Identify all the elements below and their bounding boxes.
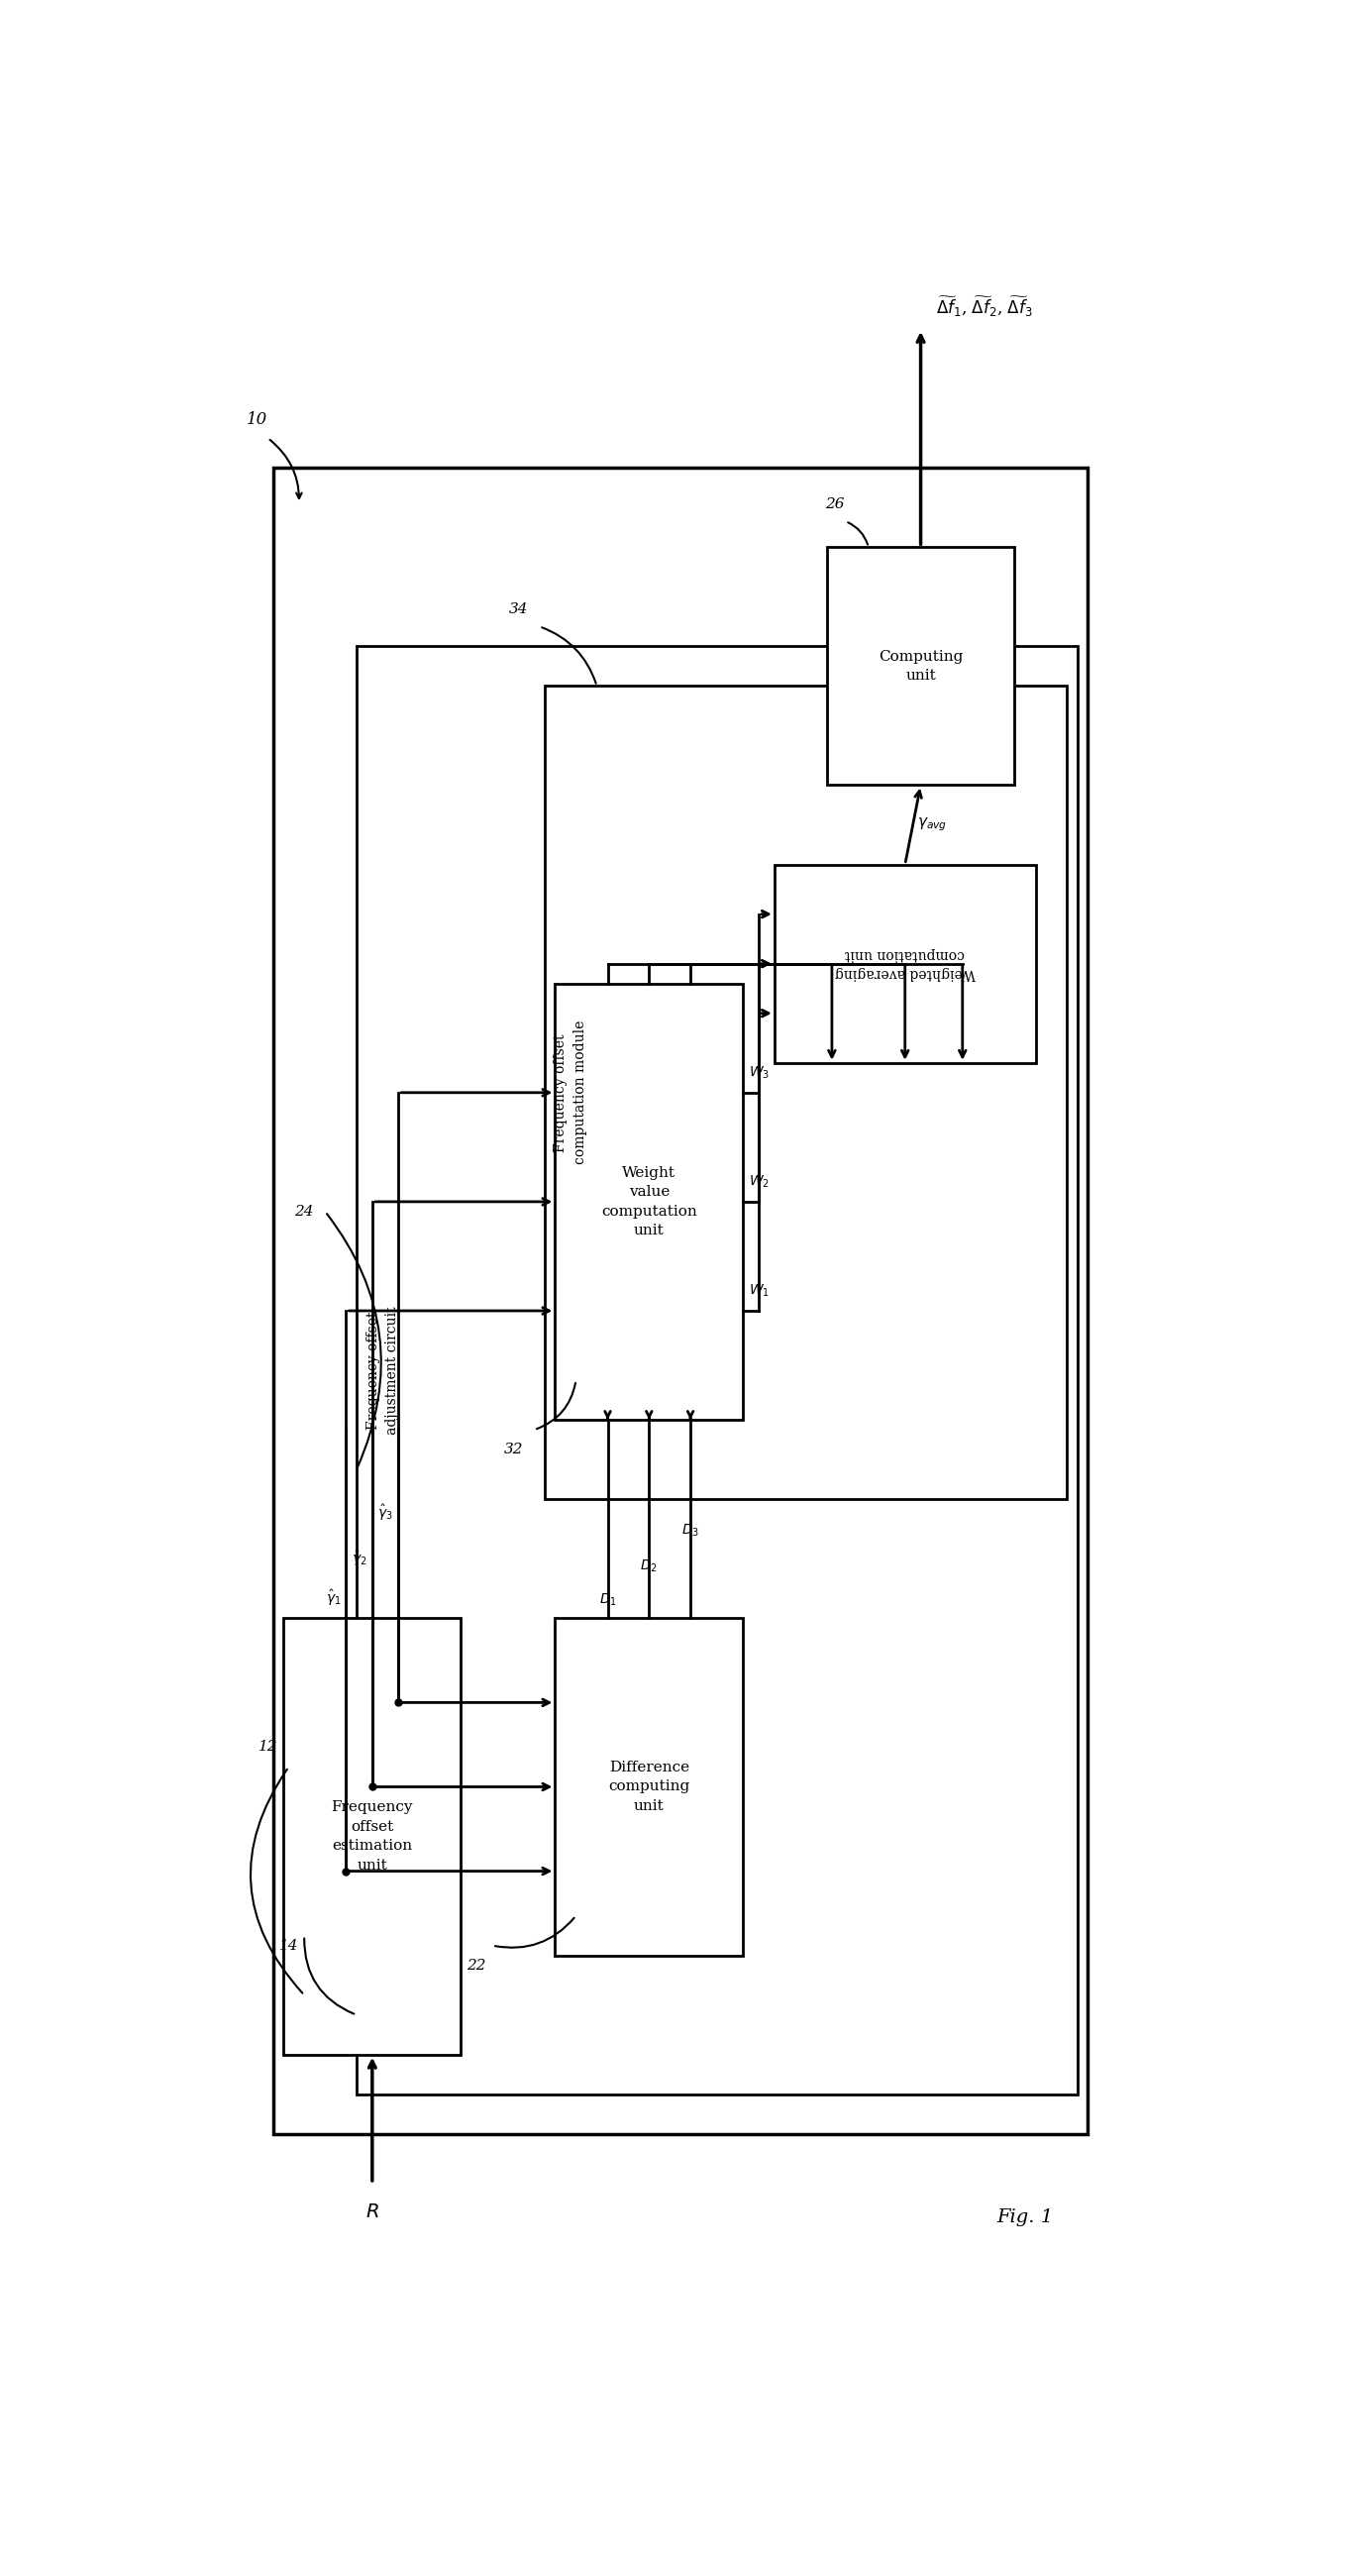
Bar [774, 866, 1035, 1064]
Text: $W_1$: $W_1$ [748, 1283, 770, 1298]
Text: Frequency offset
adjustment circuit: Frequency offset adjustment circuit [367, 1306, 399, 1435]
Text: $\hat{\gamma}_1$: $\hat{\gamma}_1$ [325, 1589, 341, 1607]
Text: 22: 22 [466, 1958, 487, 1973]
Text: Weight
value
computation
unit: Weight value computation unit [601, 1167, 697, 1236]
Text: $\widetilde{\Delta f}_1$, $\widetilde{\Delta f}_2$, $\widetilde{\Delta f}_3$: $\widetilde{\Delta f}_1$, $\widetilde{\D… [937, 294, 1033, 319]
Text: 32: 32 [504, 1443, 523, 1455]
Text: 12: 12 [257, 1741, 278, 1754]
Text: $D_1$: $D_1$ [599, 1592, 616, 1607]
Text: $R$: $R$ [365, 2202, 379, 2221]
Text: Frequency offset
computation module: Frequency offset computation module [554, 1020, 588, 1164]
Text: Computing
unit: Computing unit [879, 649, 962, 683]
Text: $W_2$: $W_2$ [748, 1175, 770, 1190]
Bar [545, 685, 1068, 1499]
Text: Fig. 1: Fig. 1 [998, 2208, 1053, 2226]
Bar [555, 984, 743, 1419]
Text: $W_3$: $W_3$ [748, 1064, 770, 1082]
Bar [272, 469, 1088, 2133]
Text: 14: 14 [279, 1940, 298, 1953]
Text: $\hat{\gamma}_2$: $\hat{\gamma}_2$ [352, 1548, 367, 1569]
Bar [356, 647, 1077, 2094]
Bar [555, 1618, 743, 1955]
Text: 34: 34 [508, 603, 528, 616]
Text: 24: 24 [295, 1206, 314, 1218]
Text: Weighted averaging
computation unit: Weighted averaging computation unit [834, 948, 976, 981]
Text: Frequency
offset
estimation
unit: Frequency offset estimation unit [332, 1801, 412, 1873]
Text: $D_2$: $D_2$ [640, 1558, 658, 1574]
Text: $\hat{\gamma}_3$: $\hat{\gamma}_3$ [377, 1502, 394, 1522]
Bar [826, 546, 1015, 786]
Text: $\gamma_{avg}$: $\gamma_{avg}$ [918, 817, 948, 835]
Text: 10: 10 [247, 412, 268, 428]
Bar [283, 1618, 461, 2056]
Text: Difference
computing
unit: Difference computing unit [608, 1759, 690, 1814]
Text: $D_3$: $D_3$ [682, 1522, 700, 1538]
Text: 26: 26 [825, 497, 845, 513]
